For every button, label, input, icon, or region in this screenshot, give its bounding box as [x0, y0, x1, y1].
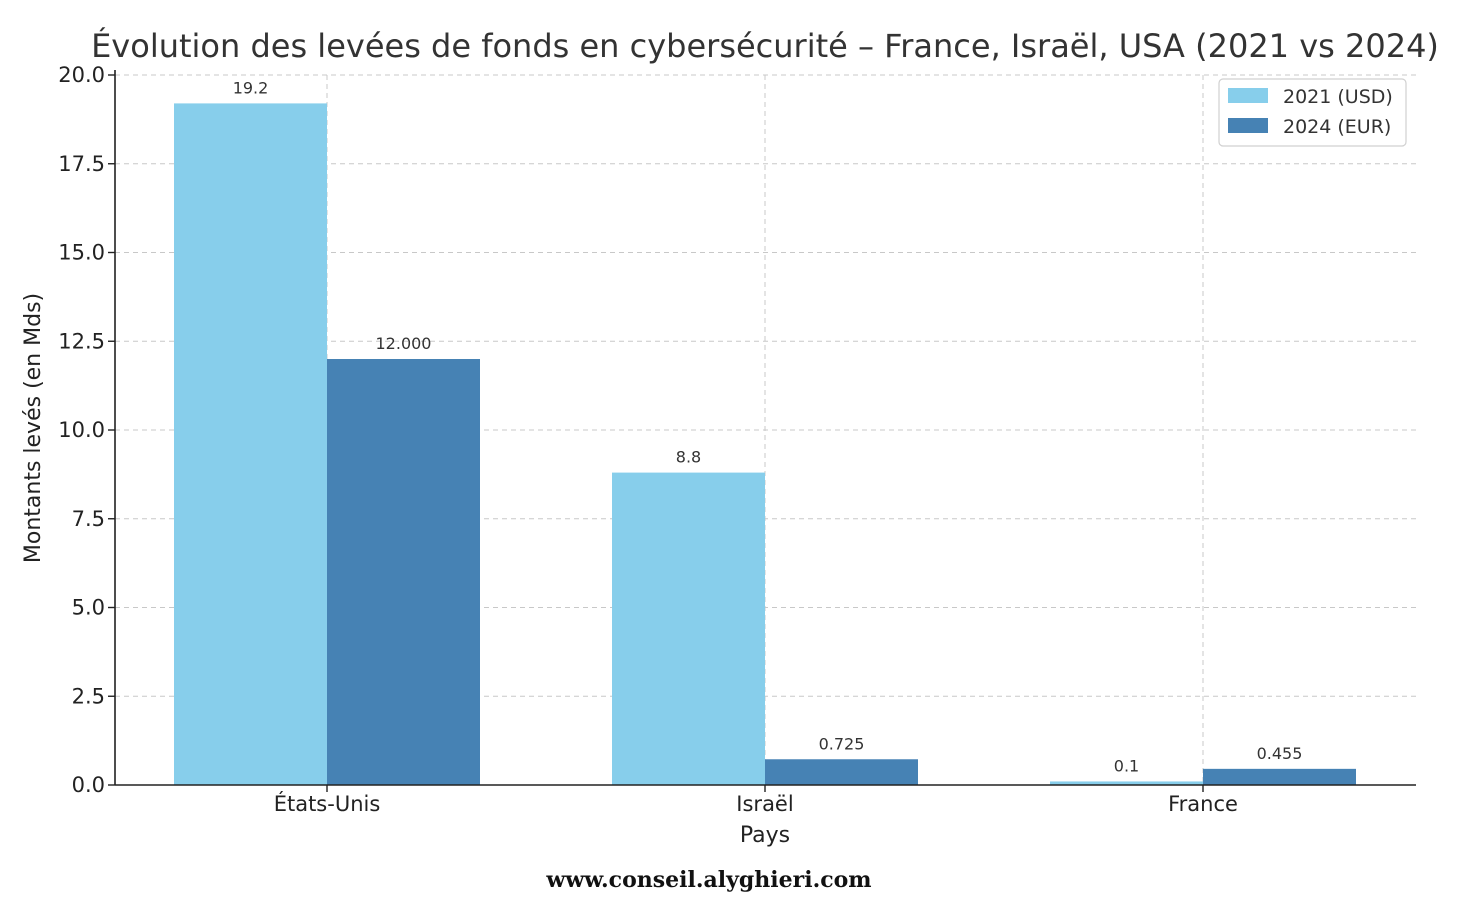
bar-value-label: 0.725 — [819, 734, 865, 753]
y-tick-label: 10.0 — [58, 418, 105, 442]
chart-title: Évolution des levées de fonds en cybersé… — [91, 27, 1439, 65]
watermark-url: www.conseil.alyghieri.com — [545, 867, 871, 893]
legend: 2021 (USD) 2024 (EUR) — [1218, 78, 1407, 147]
bar-2021-0 — [174, 103, 327, 785]
bar-2024-0 — [327, 359, 480, 785]
x-axis-label: Pays — [740, 823, 790, 848]
y-tick-label: 12.5 — [58, 329, 105, 353]
bars-layer — [174, 103, 1356, 785]
bar-2024-2 — [1203, 768, 1356, 785]
legend-swatch-2024 — [1228, 118, 1268, 133]
y-tick-label: 17.5 — [58, 152, 105, 176]
y-tick-label: 20.0 — [58, 63, 105, 87]
bar-2021-1 — [612, 472, 765, 785]
x-tick-label: Israël — [736, 792, 793, 816]
y-tick-label: 15.0 — [58, 241, 105, 265]
bar-value-label: 0.1 — [1114, 756, 1139, 775]
labels-layer: 19.2 8.8 0.1 12.000 0.725 0.455 — [233, 78, 1303, 775]
y-tick-label: 0.0 — [72, 773, 105, 797]
bar-2024-1 — [765, 759, 918, 785]
bar-value-label: 0.455 — [1257, 744, 1303, 763]
x-tick-label: États-Unis — [274, 791, 381, 816]
bar-value-label: 12.000 — [376, 334, 432, 353]
ticks-layer: 0.0 2.5 5.0 7.5 10.0 12.5 15.0 17.5 20.0 États-Un… — [58, 63, 1238, 816]
y-tick-label: 7.5 — [72, 507, 105, 531]
x-tick-label: France — [1168, 792, 1238, 816]
legend-label-2024: 2024 (EUR) — [1283, 116, 1391, 138]
legend-swatch-2021 — [1228, 88, 1268, 103]
bar-2021-2 — [1050, 781, 1203, 785]
legend-label-2021: 2021 (USD) — [1283, 86, 1393, 108]
y-axis-label: Montants levés (en Mds) — [21, 293, 46, 563]
bar-value-label: 8.8 — [676, 448, 701, 467]
y-tick-label: 2.5 — [72, 684, 105, 708]
y-tick-label: 5.0 — [72, 596, 105, 620]
bar-value-label: 19.2 — [233, 78, 269, 97]
